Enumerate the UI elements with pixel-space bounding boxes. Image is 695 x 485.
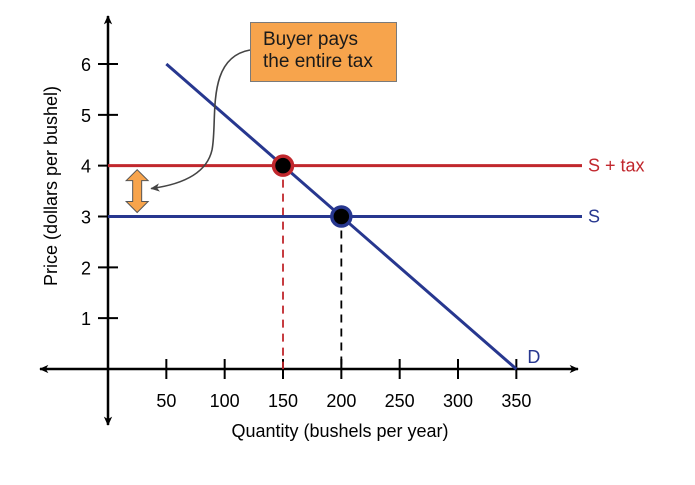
curve-label-s: S: [588, 207, 600, 227]
curves: D S S + tax: [108, 62, 645, 371]
y-tick-label-4: 4: [81, 157, 91, 177]
y-tick-label-6: 6: [81, 55, 91, 75]
y-tick-label-2: 2: [81, 258, 91, 278]
x-tick-label-250: 250: [385, 391, 415, 411]
x-tick-label-150: 150: [268, 391, 298, 411]
x-axis-label: Quantity (bushels per year): [231, 421, 448, 441]
callout-connector: [150, 49, 251, 192]
y-axis-label: Price (dollars per bushel): [41, 86, 61, 286]
callout-line-1: Buyer pays: [263, 29, 359, 50]
x-tick-label-100: 100: [210, 391, 240, 411]
x-tick-label-350: 350: [501, 391, 531, 411]
x-tick-label-50: 50: [156, 391, 176, 411]
tax-arrow: [124, 168, 150, 214]
axis-labels: Quantity (bushels per year) Price (dolla…: [41, 86, 449, 441]
point-after-tax: [271, 154, 295, 177]
curve-label-d: D: [527, 347, 540, 367]
tax-callout: Buyer pays the entire tax: [250, 22, 397, 82]
y-tick-label-5: 5: [81, 106, 91, 126]
y-tick-label-1: 1: [81, 309, 91, 329]
equilibrium-points: [124, 49, 353, 228]
x-tick-label-300: 300: [443, 391, 473, 411]
x-tick-label-200: 200: [326, 391, 356, 411]
curve-label-s-tax: S + tax: [588, 156, 645, 176]
callout-line-2: the entire tax: [263, 51, 373, 72]
point-before-tax: [330, 205, 353, 228]
axes: 50 100 150 200 250 300 350 1 2 3 4 5 6: [39, 15, 579, 426]
y-tick-label-3: 3: [81, 208, 91, 228]
